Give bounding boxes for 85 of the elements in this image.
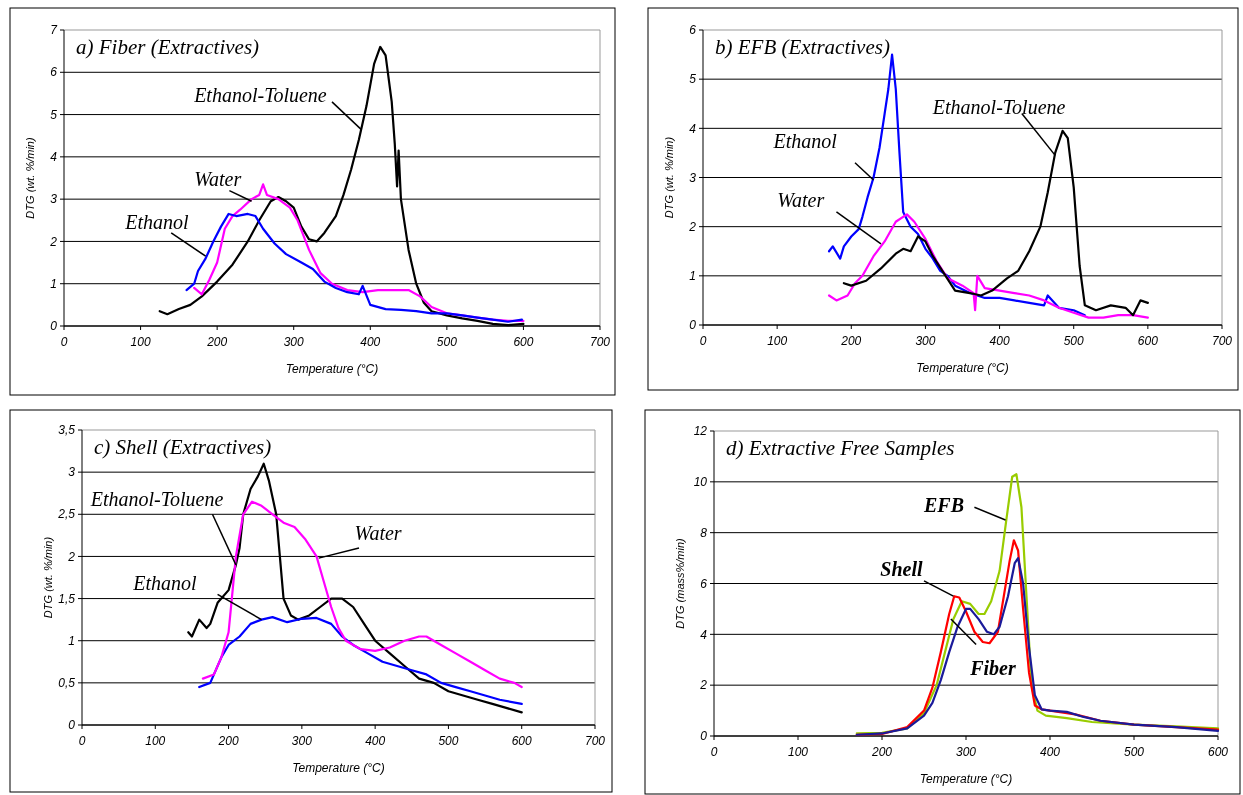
x-tick-label: 500: [1123, 745, 1145, 759]
line-series: [198, 616, 523, 706]
y-tick-label: 2: [49, 234, 58, 249]
y-axis-title: DTG (mass%/min): [674, 537, 686, 629]
x-tick-label: 400: [365, 734, 386, 748]
y-tick-label: 5: [689, 72, 697, 87]
x-tick-label: 700: [584, 734, 606, 748]
x-tick-label: 700: [589, 335, 611, 349]
y-tick-label: 0,5: [58, 676, 76, 691]
series-label: Ethanol-Toluene: [89, 487, 224, 510]
x-tick-label: 400: [360, 335, 381, 349]
y-tick-label: 1,5: [58, 591, 76, 606]
y-tick-label: 4: [689, 121, 697, 136]
x-tick-label: 200: [206, 335, 228, 349]
text: Water: [354, 521, 402, 544]
y-tick-label: 2: [699, 678, 708, 693]
y-tick-label: 5: [50, 107, 58, 122]
series-label: Ethanol: [124, 210, 190, 233]
line-series: [827, 213, 1149, 319]
x-tick-label: 400: [989, 334, 1010, 348]
chart-title: a) Fiber (Extractives): [76, 35, 260, 59]
x-tick-label: 0: [78, 734, 86, 748]
y-tick-label: 4: [700, 627, 708, 642]
x-tick-label: 200: [217, 734, 239, 748]
y-tick-label: 10: [693, 475, 708, 490]
chart-title: b) EFB (Extractives): [715, 35, 890, 59]
x-tick-label: 600: [1137, 334, 1159, 348]
x-tick-label: 600: [513, 335, 534, 349]
y-tick-label: 4: [50, 150, 58, 165]
y-tick-label: 0: [689, 318, 697, 333]
y-tick-label: 3,5: [58, 423, 76, 438]
series-label: Ethanol-Toluene: [193, 83, 327, 106]
y-axis-title: DTG (wt. %/min): [24, 137, 36, 219]
y-axis-title: DTG (wt. %/min): [42, 536, 54, 619]
x-tick-label: 200: [840, 334, 862, 348]
y-tick-label: 0: [68, 718, 76, 733]
series-label: Water: [194, 168, 242, 191]
y-tick-label: 3: [68, 465, 76, 480]
line-series: [855, 473, 1220, 735]
x-tick-label: 100: [130, 335, 151, 349]
text: EFB: [923, 494, 965, 517]
y-tick-label: 6: [689, 23, 697, 38]
x-tick-label: 500: [438, 734, 459, 748]
text: Ethanol: [132, 572, 198, 595]
chart-title: c) Shell (Extractives): [94, 435, 272, 459]
x-axis-title: Temperature (°C): [916, 361, 1009, 375]
y-tick-label: 7: [50, 23, 59, 38]
y-tick-label: 6: [50, 65, 58, 80]
x-axis-title: Temperature (°C): [919, 772, 1013, 786]
x-axis-title: Temperature (°C): [285, 362, 379, 376]
x-tick-label: 300: [283, 335, 305, 349]
series-label: Ethanol-Toluene: [931, 95, 1066, 118]
y-axis-title: DTG (wt. %/min): [663, 136, 675, 219]
x-tick-label: 100: [787, 745, 809, 759]
y-tick-label: 12: [693, 424, 708, 439]
x-tick-label: 300: [955, 745, 977, 759]
y-tick-label: 2: [67, 549, 76, 564]
y-tick-label: 8: [700, 525, 708, 540]
x-axis-title: Temperature (°C): [292, 761, 385, 775]
y-tick-label: 3: [689, 170, 697, 185]
series-label: Shell: [880, 557, 923, 580]
y-tick-label: 1: [689, 269, 696, 284]
x-tick-label: 500: [436, 335, 458, 349]
x-tick-label: 100: [767, 334, 788, 348]
x-tick-label: 500: [1063, 334, 1085, 348]
x-tick-label: 200: [870, 745, 893, 759]
x-tick-label: 0: [710, 745, 718, 759]
y-tick-label: 1: [68, 633, 75, 648]
y-tick-label: 3: [50, 192, 58, 207]
y-tick-label: 1: [50, 276, 57, 291]
x-tick-label: 600: [511, 734, 533, 748]
text: Ethanol: [772, 130, 838, 152]
x-tick-label: 300: [915, 334, 936, 348]
y-tick-label: 0: [50, 319, 58, 334]
y-tick-label: 6: [700, 576, 708, 591]
chart-title: d) Extractive Free Samples: [726, 436, 955, 460]
x-tick-label: 700: [1211, 334, 1233, 348]
series-label: Fiber: [969, 657, 1016, 679]
text: Water: [777, 189, 825, 211]
x-tick-label: 600: [1207, 745, 1229, 759]
y-tick-label: 2,5: [57, 507, 76, 522]
y-tick-label: 2: [688, 219, 697, 234]
x-tick-label: 100: [145, 734, 166, 748]
x-tick-label: 300: [291, 734, 313, 748]
x-tick-label: 400: [1039, 745, 1061, 759]
